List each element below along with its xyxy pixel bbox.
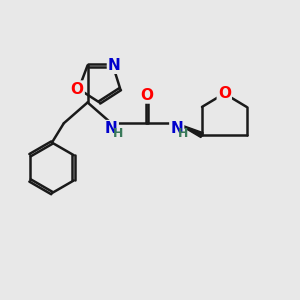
Text: N: N	[170, 121, 183, 136]
Text: O: O	[71, 82, 84, 97]
Polygon shape	[177, 123, 203, 138]
Text: O: O	[218, 86, 231, 101]
Text: H: H	[113, 127, 123, 140]
Text: N: N	[108, 58, 121, 73]
Text: N: N	[105, 121, 118, 136]
Text: O: O	[140, 88, 154, 103]
Text: H: H	[178, 127, 188, 140]
